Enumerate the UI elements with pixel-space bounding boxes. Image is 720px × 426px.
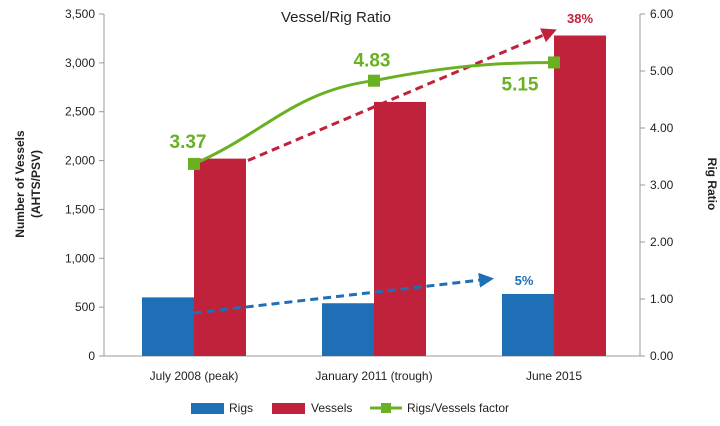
- left-axis-label: Number of Vessels (AHTS/PSV): [13, 130, 43, 238]
- ratio-data-label: 5.15: [502, 74, 539, 95]
- legend-vessels-label: Vessels: [311, 401, 352, 415]
- left-tick-label: 2,000: [65, 154, 95, 168]
- vessels-trend-arrow: [223, 28, 557, 172]
- chart-title: Vessel/Rig Ratio: [281, 9, 391, 26]
- legend-ratio-marker: [381, 403, 391, 413]
- right-tick-label: 5.00: [650, 64, 674, 78]
- category-label: June 2015: [526, 369, 582, 383]
- vessels-bar: [374, 101, 426, 356]
- legend-vessels-swatch: [272, 403, 305, 414]
- rigs-growth-label: 5%: [515, 273, 534, 288]
- bars: [142, 35, 606, 357]
- rigs-bar: [142, 297, 194, 356]
- left-tick-label: 1,500: [65, 202, 95, 216]
- right-tick-label: 4.00: [650, 121, 674, 135]
- left-ticks: 0 500 1,000 1,500 2,000 2,500 3,000 3,500: [65, 7, 104, 363]
- right-tick-label: 3.00: [650, 178, 674, 192]
- category-label: January 2011 (trough): [315, 369, 432, 383]
- rigs-trend-arrow: [193, 272, 494, 315]
- legend: Rigs Vessels Rigs/Vessels factor: [191, 401, 509, 415]
- right-tick-label: 6.00: [650, 7, 674, 21]
- category-label: July 2008 (peak): [150, 369, 239, 383]
- rigs-bar: [502, 293, 554, 356]
- right-tick-label: 2.00: [650, 235, 674, 249]
- vessels-bar: [554, 35, 606, 357]
- right-tick-label: 0.00: [650, 349, 674, 363]
- ratio-point-marker: [548, 56, 560, 69]
- left-tick-label: 1,000: [65, 251, 95, 265]
- ratio-point-marker: [368, 74, 380, 87]
- ratio-line: 3.37 4.83 5.15: [170, 51, 560, 170]
- left-tick-label: 3,500: [65, 7, 95, 21]
- vessels-growth-label: 38%: [567, 11, 593, 26]
- legend-rigs-label: Rigs: [229, 401, 253, 415]
- trend-arrows: 38% 5%: [193, 11, 593, 315]
- rigs-bar: [322, 303, 374, 356]
- legend-ratio-label: Rigs/Vessels factor: [407, 401, 509, 415]
- left-tick-label: 500: [75, 300, 95, 314]
- right-tick-label: 1.00: [650, 292, 674, 306]
- left-tick-label: 3,000: [65, 56, 95, 70]
- vessels-bar: [194, 158, 246, 356]
- left-tick-label: 2,500: [65, 105, 95, 119]
- left-tick-label: 0: [88, 349, 95, 363]
- category-labels: July 2008 (peak) January 2011 (trough) Jun…: [150, 369, 583, 383]
- right-ticks: 0.00 1.00 2.00 3.00 4.00 5.00 6.00: [640, 7, 674, 363]
- ratio-data-label: 4.83: [354, 51, 391, 72]
- right-axis-label: Rig Ratio: [705, 158, 719, 211]
- legend-rigs-swatch: [191, 403, 224, 414]
- left-axis-label-line-2: (AHTS/PSV): [29, 150, 43, 218]
- ratio-point-marker: [188, 157, 200, 170]
- ratio-data-label: 3.37: [170, 132, 207, 153]
- left-axis-label-line-1: Number of Vessels: [13, 130, 27, 238]
